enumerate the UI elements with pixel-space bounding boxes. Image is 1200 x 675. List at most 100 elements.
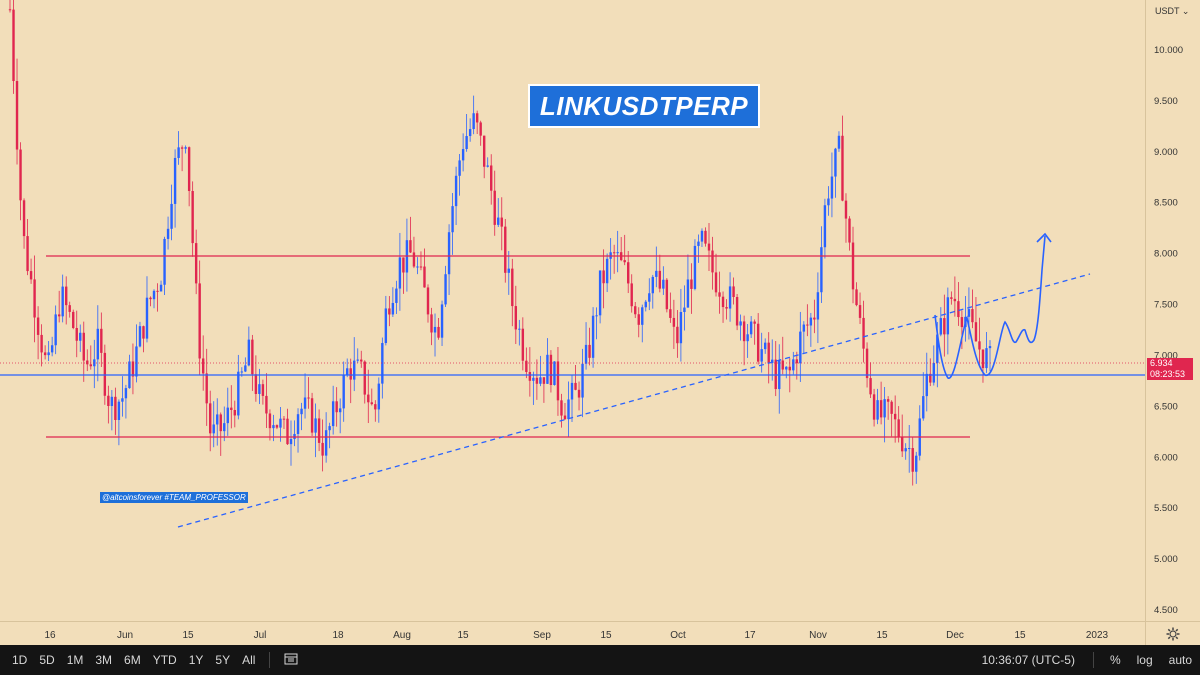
candle-body [985, 348, 988, 369]
candle-body [584, 344, 588, 364]
timeframe-1d[interactable]: 1D [12, 653, 28, 667]
chart-canvas[interactable]: LINKUSDTPERP @altcoinsforever #TEAM_PROF… [0, 0, 1145, 621]
candle-body [679, 311, 683, 344]
candle-body [163, 238, 166, 285]
candle-body [591, 315, 595, 358]
time-tick-label: Jul [254, 630, 267, 641]
symbol-title[interactable]: LINKUSDTPERP [528, 84, 760, 128]
candle-body [300, 408, 303, 415]
chart-settings-button[interactable] [1145, 621, 1200, 645]
candle-body [219, 414, 222, 432]
candle-body [837, 135, 841, 149]
candle-body [988, 346, 992, 349]
clock-readout[interactable]: 10:36:07 (UTC-5) [981, 653, 1075, 667]
candle-body [943, 318, 946, 335]
currency-label: USDT [1155, 6, 1180, 16]
candle-body [848, 218, 851, 243]
time-tick-label: Aug [393, 630, 411, 641]
candle-body [110, 396, 114, 407]
candle-body [497, 217, 500, 225]
candle-body [68, 305, 71, 312]
price-tick-label: 9.000 [1154, 147, 1178, 158]
candle-body [781, 360, 784, 370]
candle-body [897, 419, 900, 437]
candle-body [465, 136, 468, 150]
candle-body [135, 346, 138, 377]
time-scale[interactable]: 16 Jun 15 Jul 18 Aug 15 Sep 15 Oct 17 Nov 15 Dec 15 202… [0, 621, 1145, 645]
candle-body [149, 297, 152, 300]
candle-body [310, 398, 314, 433]
candle-body [507, 268, 510, 273]
candle-body [809, 317, 813, 326]
candle-body [468, 129, 472, 137]
candle-body [212, 424, 215, 434]
gear-icon [1166, 627, 1180, 640]
candle-body [321, 442, 324, 456]
candle-body [402, 257, 405, 273]
price-scale[interactable]: 10.000 9.500 9.000 8.500 8.000 7.500 7.000 6.50… [1145, 0, 1200, 621]
candle-body [275, 425, 279, 428]
candle-body [634, 306, 637, 315]
auto-scale-toggle[interactable]: auto [1168, 653, 1192, 667]
candle-body [370, 402, 373, 405]
timeframe-6m[interactable]: 6M [124, 653, 141, 667]
candles [8, 0, 992, 486]
candle-body [939, 318, 943, 335]
candle-body [117, 401, 121, 420]
candle-body [433, 326, 437, 333]
candle-body [957, 301, 960, 318]
candle-body [57, 314, 61, 317]
candle-body [721, 296, 725, 308]
candle-body [89, 364, 92, 367]
candle-body [440, 304, 444, 338]
timeframe-5d[interactable]: 5D [39, 653, 55, 667]
timeframe-3m[interactable]: 3M [95, 653, 113, 667]
candle-body [732, 286, 735, 298]
candle-body [272, 425, 275, 429]
compare-range-button[interactable] [278, 653, 304, 668]
candle-body [767, 342, 770, 363]
time-tick-label: Nov [809, 630, 827, 641]
candle-body [637, 314, 640, 325]
candle-body [233, 410, 237, 416]
trend-line[interactable] [177, 273, 1091, 528]
timeframe-ytd[interactable]: YTD [152, 653, 177, 667]
candle-body [307, 397, 310, 399]
candle-body [152, 290, 156, 300]
candle-body [247, 339, 251, 366]
candle-body [43, 352, 47, 356]
timeframe-5y[interactable]: 5Y [215, 653, 231, 667]
candle-body [79, 332, 82, 341]
percent-scale-toggle[interactable]: % [1109, 653, 1121, 667]
candle-body [693, 245, 697, 289]
log-scale-toggle[interactable]: log [1136, 653, 1153, 667]
time-tick-label: 15 [457, 630, 469, 641]
candle-body [409, 240, 412, 253]
toolbar-divider [1092, 652, 1094, 668]
candle-body [711, 250, 714, 273]
candle-body [454, 175, 458, 207]
candle-body [349, 368, 352, 380]
timeframe-all[interactable]: All [242, 653, 256, 667]
currency-selector[interactable]: USDT ⌄ [1155, 6, 1189, 17]
candle-body [416, 266, 419, 268]
candle-body [36, 317, 40, 335]
candle-body [237, 371, 240, 416]
candle-body [265, 395, 268, 414]
projection-path[interactable] [934, 235, 1046, 379]
timeframe-1m[interactable]: 1M [66, 653, 84, 667]
candle-body [50, 345, 54, 353]
price-tick-label: 10.000 [1154, 45, 1183, 56]
candle-body [15, 81, 19, 150]
candle-body [567, 399, 570, 420]
candle-body [816, 292, 820, 320]
timeframe-1y[interactable]: 1Y [188, 653, 204, 667]
candle-body [142, 326, 145, 339]
time-tick-label: 15 [1014, 630, 1026, 641]
candle-body [683, 307, 686, 312]
candle-body [138, 326, 142, 347]
price-tick-label: 8.500 [1154, 198, 1178, 209]
price-chart[interactable] [0, 0, 1145, 621]
candle-body [353, 360, 356, 380]
compare-range-icon [284, 653, 298, 664]
